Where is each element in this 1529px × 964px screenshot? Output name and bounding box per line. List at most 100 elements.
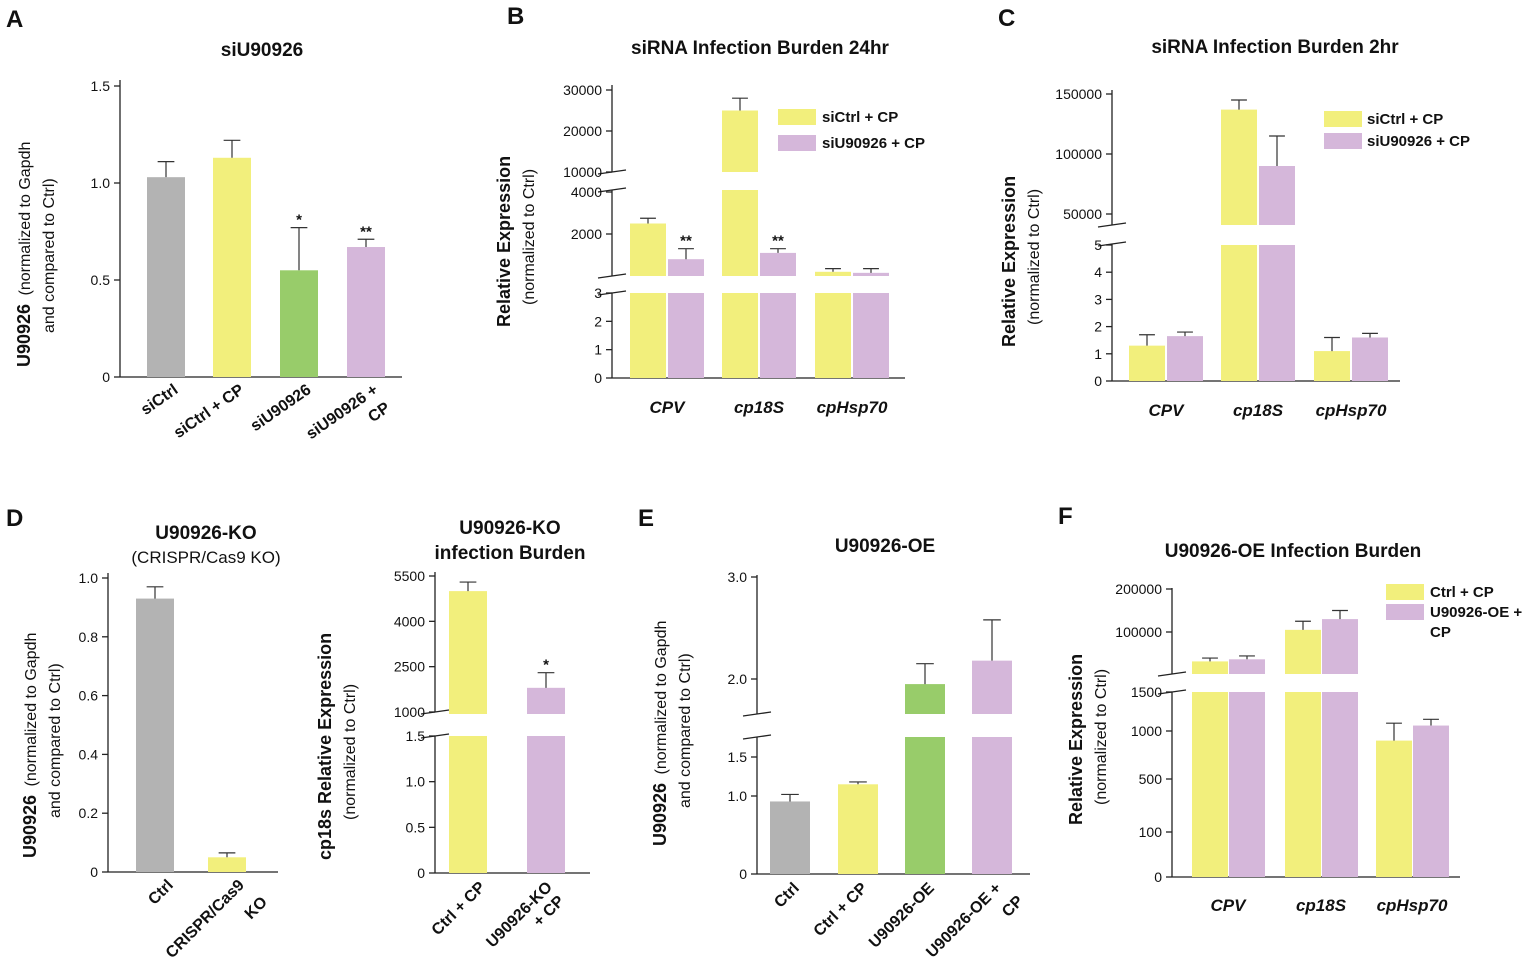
panel-d1-bar-0 [136, 598, 174, 872]
panel-c-legend-swatch-purple [1324, 133, 1362, 149]
panel-d2-bar-0-top [449, 591, 487, 714]
panel-c-ytick-low-2: 2 [1094, 319, 1102, 335]
panel-b: siRNA Infection Burden 24hr Relative Exp… [494, 38, 925, 417]
panel-e-cat-1: Ctrl + CP [811, 880, 871, 940]
panel-c-ylabel-norm: (normalized to Ctrl) [1026, 189, 1043, 325]
panel-letter-d: D [6, 505, 23, 532]
panel-d1-ytick-5: 1.0 [79, 570, 99, 586]
panel-c-bar-s0-c1-low [1221, 245, 1257, 381]
panel-b-bar-s0-c2-mid [815, 271, 851, 276]
panel-b-ytick-low-2: 2 [594, 313, 602, 329]
panel-c-break-1 [1097, 222, 1127, 228]
panel-b-bar-s1-c0-low [668, 293, 704, 378]
panel-b-sig-0: ** [680, 233, 692, 250]
panel-a-sig-2: * [296, 212, 302, 229]
panel-d2-ylabel-bold: cp18s Relative Expression [315, 633, 335, 860]
panel-c-ylabel-bold: Relative Expression [999, 176, 1019, 347]
panel-e-bar-0-error-bar [781, 793, 799, 802]
panel-f-ytick-low-0: 0 [1154, 869, 1162, 885]
panel-b-cat-0: CPV [650, 398, 687, 417]
panel-d2-ytick-top-1: 2500 [394, 659, 425, 675]
panel-d2-title-line2: infection Burden [435, 543, 586, 564]
panel-a-ytick-3: 1.5 [91, 78, 111, 94]
panel-b-bar-s0-c2-low [815, 293, 851, 378]
panel-e-ylabel-rest: (normalized to Gapdh [653, 621, 670, 775]
panel-e-cat-0: Ctrl [771, 880, 803, 912]
panel-b-ytick-mid-0: 2000 [571, 226, 602, 242]
panel-c-bar-s1-c1-top-error-bar [1269, 135, 1285, 166]
panel-d2-ytick-low-3: 1.5 [406, 728, 426, 744]
panel-e-cat-2: U90926-OE [866, 880, 938, 952]
panel-d2-bar-1-top [527, 687, 565, 714]
panel-f-bar-s0-c0-top [1192, 661, 1228, 674]
panel-c-ytick-low-4: 4 [1094, 264, 1102, 280]
panel-e-ylabel-line2: and compared to Ctrl) [677, 653, 694, 808]
panel-f-bar-s0-c1-top-error-bar [1295, 620, 1311, 630]
panel-b-bar-s0-c2-mid-error-bar [825, 268, 841, 272]
panel-b-ylabel-norm: (normalized to Ctrl) [521, 169, 538, 305]
panel-a: siU90926 U90926 (normalized to Gapdh and… [14, 40, 402, 443]
panel-f-ylabel-norm: (normalized to Ctrl) [1093, 669, 1110, 805]
panel-e-bar-3-top-error-bar [983, 619, 1001, 661]
panel-d1-cat-0: Ctrl [145, 877, 177, 909]
panel-a-cat-2: siU90926 [248, 381, 315, 435]
panel-f-bar-s0-c2 [1376, 740, 1412, 877]
panel-d2-bar-0-low [449, 736, 487, 873]
panel-a-bar-1 [213, 157, 251, 377]
panel-d1-bar-1 [208, 857, 246, 872]
panel-c-bar-s1-c1-low [1259, 245, 1295, 381]
panel-d2-bar-1-top-error-bar [537, 672, 555, 688]
panel-d1-title: U90926-KO [155, 523, 256, 544]
panel-a-bar-3 [347, 247, 385, 377]
panel-f-title: U90926-OE Infection Burden [1165, 541, 1422, 562]
panel-c-legend: siCtrl + CP siU90926 + CP [1324, 111, 1470, 150]
panel-c-cat-1: cp18S [1233, 401, 1284, 420]
panel-f-break-1 [1157, 671, 1187, 677]
panel-f-bar-s0-c1-low [1285, 692, 1321, 877]
panel-e-cat2-3: CP [999, 893, 1027, 921]
panel-d1-ytick-4: 0.8 [79, 629, 99, 645]
panel-c-ytick-top-0: 50000 [1063, 206, 1102, 222]
panel-d1-ylabel-line2: and compared to Ctrl) [47, 663, 64, 818]
panel-f-cat-1: cp18S [1296, 896, 1347, 915]
panel-b-ytick-low-0: 0 [594, 370, 602, 386]
panel-d2-bar-1-low [527, 736, 565, 873]
panel-b-bar-s0-c0-mid [630, 223, 666, 276]
panel-f-bar-s0-c0-top-error-bar [1202, 657, 1218, 662]
panel-b-bar-s0-c1-top-error-bar [732, 97, 748, 111]
panel-f-legend: Ctrl + CP U90926-OE + CP [1386, 584, 1522, 641]
panel-d-right: U90926-KO infection Burden cp18s Relativ… [315, 518, 590, 951]
panel-a-ylabel-rest: (normalized to Gapdh [17, 142, 34, 296]
panel-a-ylabel-bold: U90926 [14, 304, 34, 367]
panel-f-ylabel-bold: Relative Expression [1066, 654, 1086, 825]
panel-f-ytick-low-1: 100 [1139, 824, 1163, 840]
panel-b-bar-s1-c1-mid-error-bar [770, 248, 786, 253]
panel-d2-ytick-low-0: 0 [417, 865, 425, 881]
panel-f-bar-s1-c2 [1413, 725, 1449, 877]
panel-d1-ytick-2: 0.4 [79, 746, 99, 762]
panel-b-ytick-top-2: 30000 [563, 82, 602, 98]
panel-c-legend-label-2: siU90926 + CP [1367, 133, 1470, 150]
panel-d1-ylabel: U90926 (normalized to Gapdh [20, 633, 40, 858]
panel-c-ytick-top-1: 100000 [1055, 146, 1102, 162]
panel-c-bar-s1-c0 [1167, 336, 1203, 381]
panel-c-bar-s1-c2-error-bar [1362, 332, 1378, 338]
panel-d2-ytick-top-3: 5500 [394, 568, 425, 584]
panel-f-ytick-low-3: 1000 [1131, 723, 1162, 739]
panel-a-bar-3-error-bar [357, 238, 375, 248]
panel-b-ytick-mid-1: 4000 [571, 184, 602, 200]
panel-f-bar-s0-c1-top [1285, 629, 1321, 674]
panel-f-bar-s1-c0-top [1229, 659, 1265, 674]
panel-a-title: siU90926 [221, 40, 303, 61]
panel-e-ytick-top-1: 3.0 [728, 569, 748, 585]
panel-a-ytick-0: 0 [102, 369, 110, 385]
panel-e-break-2 [742, 734, 772, 740]
panel-b-break-2 [597, 187, 627, 193]
panel-a-ytick-2: 1.0 [91, 175, 111, 191]
panel-letter-b: B [507, 3, 524, 30]
panel-a-bar-1-error-bar [223, 139, 241, 158]
panel-c-legend-swatch-yellow [1324, 111, 1362, 127]
panel-e-bar-2-top [905, 684, 945, 714]
panel-a-bar-0-error-bar [157, 161, 175, 178]
panel-b-ytick-low-3: 3 [594, 285, 602, 301]
